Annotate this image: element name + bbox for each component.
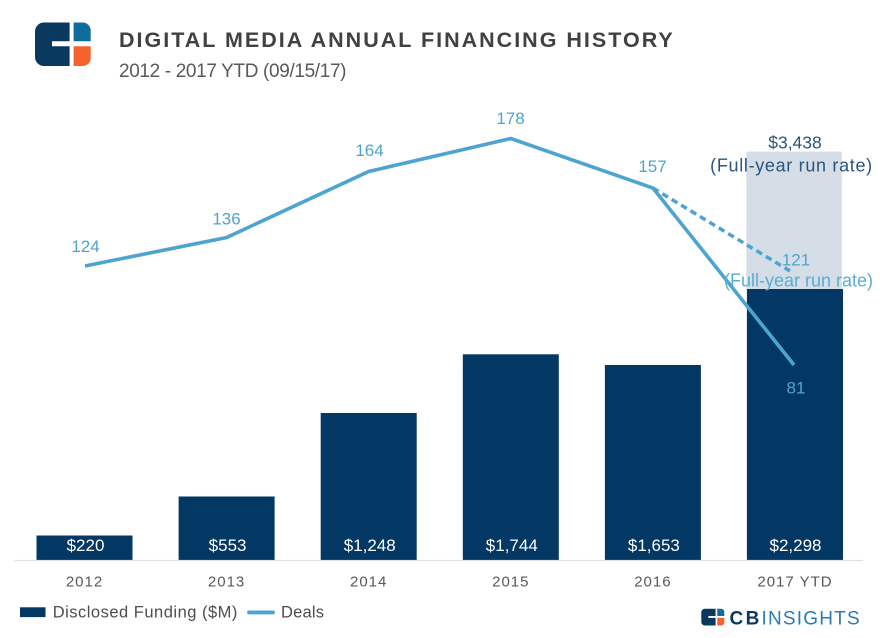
svg-text:2016: 2016 <box>634 574 671 591</box>
svg-text:CB: CB <box>730 609 762 630</box>
svg-text:$220: $220 <box>67 536 105 555</box>
svg-text:$1,248: $1,248 <box>344 536 396 555</box>
svg-text:Disclosed Funding ($M): Disclosed Funding ($M) <box>53 603 238 621</box>
svg-text:$1,744: $1,744 <box>486 536 538 555</box>
svg-text:DIGITAL MEDIA ANNUAL FINANCING: DIGITAL MEDIA ANNUAL FINANCING HISTORY <box>119 28 675 52</box>
svg-text:(Full-year run rate): (Full-year run rate) <box>724 270 873 290</box>
svg-text:136: 136 <box>212 210 240 229</box>
svg-text:$553: $553 <box>209 536 247 555</box>
svg-text:2012: 2012 <box>66 574 103 591</box>
svg-text:178: 178 <box>496 109 524 128</box>
svg-text:INSIGHTS: INSIGHTS <box>762 609 861 630</box>
svg-text:81: 81 <box>787 379 806 398</box>
svg-text:121: 121 <box>782 251 810 270</box>
svg-text:2017 YTD: 2017 YTD <box>757 574 832 591</box>
svg-text:Deals: Deals <box>281 603 324 621</box>
svg-text:$1,653: $1,653 <box>628 536 680 555</box>
svg-text:164: 164 <box>355 141 383 160</box>
svg-text:124: 124 <box>71 237 99 256</box>
svg-text:(Full-year run rate): (Full-year run rate) <box>710 156 873 176</box>
svg-text:$3,438: $3,438 <box>768 133 822 153</box>
svg-text:2013: 2013 <box>208 574 245 591</box>
svg-text:2012 - 2017 YTD (09/15/17): 2012 - 2017 YTD (09/15/17) <box>119 61 346 82</box>
svg-text:$2,298: $2,298 <box>770 536 822 555</box>
svg-text:2015: 2015 <box>492 574 529 591</box>
svg-text:2014: 2014 <box>350 574 387 591</box>
svg-text:157: 157 <box>638 157 666 176</box>
